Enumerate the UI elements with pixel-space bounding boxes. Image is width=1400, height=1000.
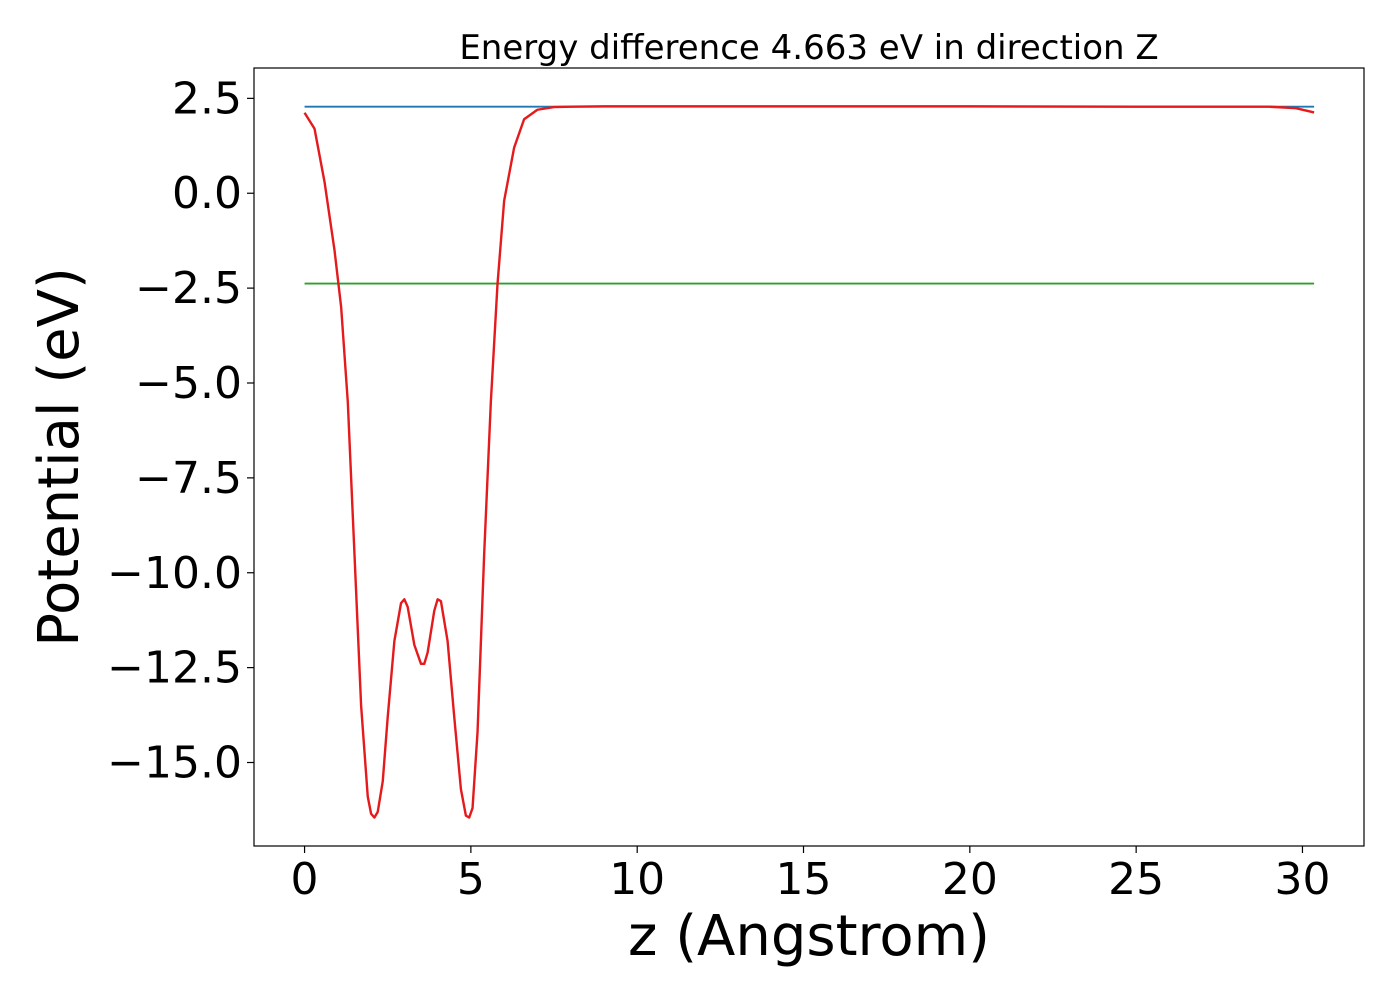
plot-frame [253, 67, 1365, 847]
x-tick-label: 20 [942, 854, 998, 905]
series-line-3 [303, 105, 1315, 819]
y-axis-label: Potential (eV) [27, 267, 92, 647]
y-tick-label: −15.0 [107, 738, 242, 789]
y-axis-ticks: 2.5 0.0 −2.5 −5.0 −7.5 −10.0 −12.5 −15.0 [107, 73, 254, 789]
y-tick-label: −10.0 [107, 548, 242, 599]
x-tick-label: 15 [776, 854, 832, 905]
x-axis-ticks: 0 5 10 15 20 25 30 [291, 846, 1330, 905]
x-tick-label: 25 [1108, 854, 1164, 905]
y-tick-label: −5.0 [135, 358, 242, 409]
x-tick-label: 30 [1274, 854, 1330, 905]
y-tick-label: 2.5 [172, 73, 242, 124]
x-tick-label: 0 [291, 854, 319, 905]
y-tick-label: −2.5 [135, 263, 242, 314]
series-layer [303, 105, 1315, 819]
y-tick-label: −7.5 [135, 453, 242, 504]
y-tick-label: −12.5 [107, 643, 242, 694]
chart-title: Energy difference 4.663 eV in direction … [459, 28, 1158, 68]
x-axis-label: z (Angstrom) [628, 904, 990, 969]
x-tick-label: 10 [609, 854, 665, 905]
x-tick-label: 5 [457, 854, 485, 905]
y-tick-label: 0.0 [172, 168, 242, 219]
